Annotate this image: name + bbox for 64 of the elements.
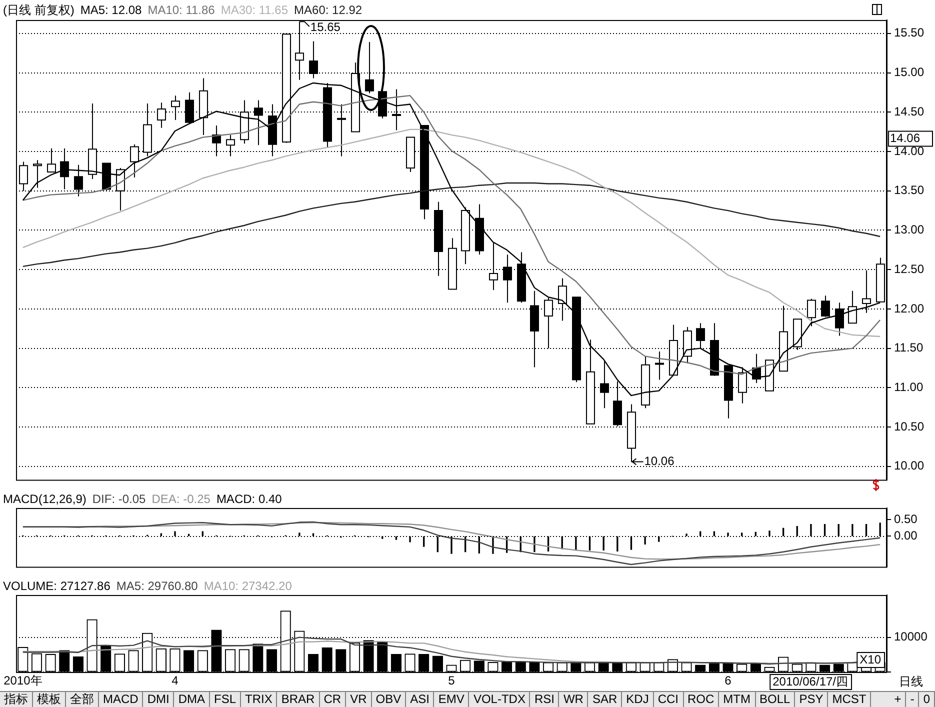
x-tick-label: 6 [724,674,732,688]
text: MA30: 11.65 [220,3,288,17]
text: 指标 [0,692,33,707]
text: MA10: 11.86 [148,3,215,17]
annotation: 10.06 [644,454,675,468]
y-tick-label: 11.50 [894,340,924,355]
chart-title: MACD(12,26,9) [3,492,86,506]
text: FSL [210,692,242,707]
x-tick-label: 2010年 [4,674,42,688]
text: 日线 [899,674,923,688]
annotation: 15.65 [310,20,341,34]
text: DMA [174,692,210,707]
text: OBV [372,692,406,707]
chart-title: (日线 前复权) [3,3,74,17]
text: ROC [684,692,720,707]
y-tick-label: 13.00 [894,222,924,237]
text: 2010/06/17/四 [772,674,848,688]
text: BRAR [277,692,320,707]
y-tick-label: 14.50 [894,104,924,118]
y-tick-label: 10.00 [894,458,924,473]
y-tick-label: 11.00 [894,380,924,394]
text: MACD: 0.40 [216,492,282,506]
series-label: DIF: -0.05 [92,492,146,506]
text: TRIX [241,692,278,707]
text: VOLUME: 27127.86 [3,579,110,593]
y-tick-label: 12.00 [894,301,924,316]
text: VOL-TDX [469,692,530,707]
text: PSY [795,692,828,707]
text: MA10: 27342.20 [204,579,292,593]
text: EMV [434,692,470,707]
text: SAR [588,692,622,707]
text: + [890,692,906,707]
y-tick-label: 10.50 [894,419,924,434]
y-tick-label: 10000 [894,630,928,644]
text: KDJ [622,692,654,707]
text: MA60: 12.92 [294,3,362,17]
y-tick-label: 15.50 [894,26,924,40]
y-tick-label: 0.50 [894,512,918,526]
text: MACD [99,692,144,707]
text: MA5: 29760.80 [116,579,198,593]
y-tick-label: 15.00 [894,65,924,80]
text: ASI [406,692,434,707]
text: RSI [530,692,560,707]
y-tick-label: 13.50 [894,183,924,198]
series-label: DEA: -0.25 [152,492,210,506]
y-tick-label: 12.50 [894,262,924,276]
text: CCI [654,692,684,707]
text: 模板 [33,692,66,707]
text: 14.06 [890,131,920,146]
text: 0 [919,692,935,707]
text: WR [559,692,588,707]
text: DMI [143,692,174,707]
text: MTM [719,692,756,707]
text: CR [320,692,346,707]
text: BOLL [756,692,796,707]
y-tick-label: 0.00 [894,528,918,543]
text: - [906,692,920,707]
text: MCST [828,692,872,707]
x-tick-label: 4 [172,674,179,688]
x-tick-label: 5 [448,674,456,688]
text: 全部 [66,692,99,707]
text: VR [346,692,372,707]
text: MA5: 12.08 [80,3,142,17]
y-tick-label: 14.00 [894,144,924,158]
